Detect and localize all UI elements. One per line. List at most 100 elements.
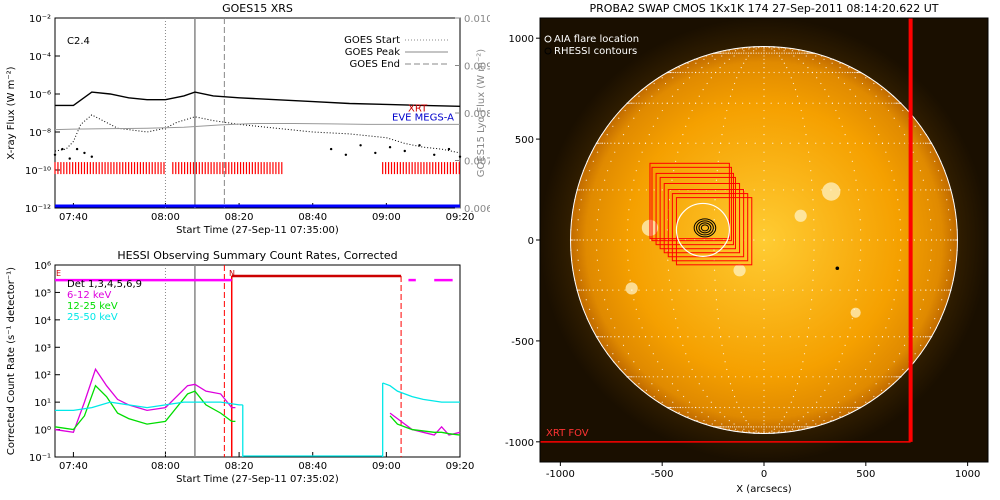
grid-dot — [763, 55, 765, 57]
grid-dot — [592, 160, 594, 162]
grid-dot — [869, 361, 871, 363]
grid-dot — [576, 249, 578, 251]
grid-dot — [773, 406, 775, 409]
grid-dot — [874, 102, 876, 104]
grid-dot — [865, 102, 867, 104]
swap-ytick-label: -500 — [511, 337, 534, 348]
goes-noise-point — [418, 144, 421, 147]
grid-dot — [899, 259, 901, 261]
grid-dot — [946, 199, 948, 201]
grid-dot — [898, 142, 901, 144]
grid-dot — [783, 406, 785, 409]
grid-dot — [820, 82, 822, 85]
grid-dot — [807, 67, 809, 69]
grid-dot — [788, 406, 790, 409]
goes-series-noise — [53, 144, 462, 160]
grid-dot — [612, 353, 614, 355]
grid-dot — [887, 109, 890, 112]
grid-dot — [950, 239, 952, 241]
grid-dot — [752, 50, 755, 52]
grid-dot — [707, 102, 709, 104]
grid-dot — [849, 376, 851, 378]
grid-dot — [803, 52, 806, 54]
grid-dot — [638, 102, 640, 104]
grid-dot — [679, 336, 681, 338]
grid-dot — [595, 239, 598, 241]
grid-dot — [854, 336, 856, 338]
swap-xtick-label: 500 — [856, 469, 875, 480]
grid-dot — [624, 109, 626, 112]
grid-dot — [763, 209, 765, 211]
grid-dot — [687, 289, 689, 291]
grid-dot — [763, 259, 765, 261]
grid-dot — [713, 249, 715, 251]
grid-dot — [752, 52, 755, 54]
grid-dot — [859, 259, 861, 261]
grid-dot — [808, 52, 810, 54]
grid-dot — [733, 71, 735, 74]
grid-dot — [743, 426, 745, 428]
grid-dot — [763, 420, 765, 422]
grid-dot — [682, 406, 684, 409]
pointing-box — [649, 162, 730, 240]
grid-dot — [626, 249, 628, 251]
grid-dot — [763, 416, 765, 418]
grid-dot — [633, 179, 635, 181]
grid-dot — [930, 239, 933, 241]
grid-dot — [758, 426, 760, 428]
grid-dot — [813, 219, 815, 221]
grid-dot — [802, 289, 804, 291]
grid-dot — [934, 318, 936, 320]
grid-dot — [664, 336, 667, 338]
hessi-series-3 — [389, 412, 461, 436]
grid-dot — [582, 289, 585, 291]
grid-dot — [784, 48, 786, 50]
grid-dot — [796, 383, 799, 385]
grid-dot — [771, 430, 773, 432]
grid-dot — [929, 189, 932, 191]
grid-dot — [925, 189, 927, 191]
grid-dot — [758, 406, 760, 409]
grid-dot — [644, 376, 647, 378]
grid-dot — [633, 239, 636, 241]
swap-title: PROBA2 SWAP CMOS 1Kx1K 174 27-Sep-2011 0… — [590, 2, 939, 15]
grid-dot — [736, 426, 738, 428]
grid-dot — [627, 142, 630, 144]
grid-dot — [763, 67, 765, 69]
hessi-xtick-label: 08:00 — [151, 461, 180, 472]
grid-dot — [763, 249, 765, 251]
grid-dot — [742, 102, 744, 104]
grid-dot — [943, 289, 946, 291]
grid-dot — [902, 289, 904, 291]
grid-dot — [784, 376, 786, 378]
grid-dot — [783, 428, 785, 430]
grid-dot — [736, 401, 738, 403]
grid-dot — [714, 58, 716, 60]
grid-dot — [855, 299, 857, 301]
rhessi-contour — [693, 218, 717, 238]
grid-dot — [946, 289, 948, 291]
grid-dot — [657, 117, 659, 119]
grid-dot — [778, 55, 781, 57]
grid-dot — [881, 336, 884, 338]
goes-noise-point — [388, 146, 392, 149]
grid-dot — [763, 102, 765, 104]
hessi-ytick-label: 10³ — [34, 343, 51, 354]
grid-dot — [727, 426, 730, 428]
grid-dot — [579, 239, 581, 241]
grid-dot — [638, 189, 640, 191]
grid-dot — [597, 269, 600, 271]
grid-dot — [816, 77, 818, 79]
grid-dot — [619, 239, 621, 241]
grid-dot — [571, 239, 573, 241]
grid-dot — [666, 229, 669, 231]
grid-dot — [802, 361, 804, 363]
grid-dot — [728, 336, 730, 338]
grid-dot — [580, 279, 582, 281]
aia-flare-circle — [675, 202, 730, 257]
grid-dot — [661, 368, 663, 371]
grid-dot — [798, 428, 800, 430]
grid-dot — [941, 299, 943, 301]
grid-dot — [652, 102, 654, 104]
grid-dot — [745, 336, 748, 338]
